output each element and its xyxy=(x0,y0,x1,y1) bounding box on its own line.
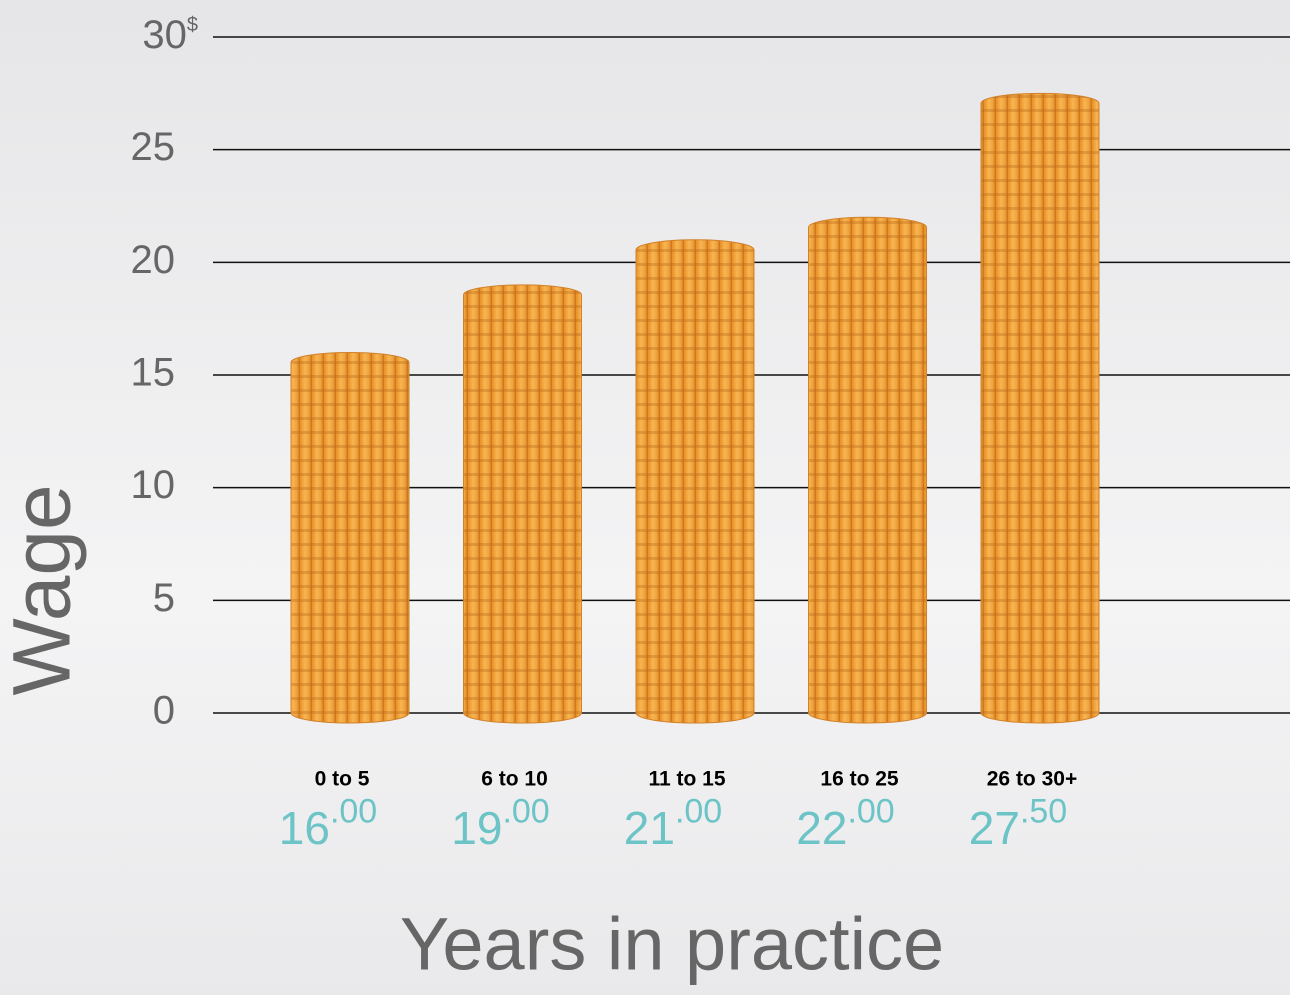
y-tick-label: 20 xyxy=(131,238,176,282)
value-label: 22.00 xyxy=(796,792,894,854)
category-label: 26 to 30+ xyxy=(987,768,1077,791)
category-label: 6 to 10 xyxy=(481,768,548,791)
coin-stack xyxy=(808,216,927,724)
coin-stack xyxy=(463,284,582,724)
coin-stack xyxy=(635,239,755,724)
y-tick-label: 25 xyxy=(131,125,176,169)
value-label: 16.00 xyxy=(279,792,377,854)
value-label: 19.00 xyxy=(451,792,549,854)
y-tick-label: 0 xyxy=(153,689,175,733)
category-label: 0 to 5 xyxy=(315,768,370,791)
y-tick-label: 15 xyxy=(131,351,176,395)
value-label: 27.50 xyxy=(969,792,1067,854)
coin-stack xyxy=(290,351,410,724)
y-tick-label: 30$ xyxy=(142,13,198,57)
y-tick-label: 5 xyxy=(153,576,175,620)
y-tick-label: 10 xyxy=(131,463,176,507)
value-label: 21.00 xyxy=(624,792,722,854)
category-label: 16 to 25 xyxy=(820,768,899,791)
coin-stack xyxy=(980,92,1100,724)
x-axis-label: Years in practice xyxy=(400,903,944,986)
category-label: 11 to 15 xyxy=(648,768,725,791)
y-axis-label: Wage xyxy=(0,484,88,695)
